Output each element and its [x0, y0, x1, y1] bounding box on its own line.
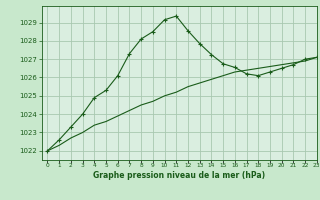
X-axis label: Graphe pression niveau de la mer (hPa): Graphe pression niveau de la mer (hPa)	[93, 171, 265, 180]
